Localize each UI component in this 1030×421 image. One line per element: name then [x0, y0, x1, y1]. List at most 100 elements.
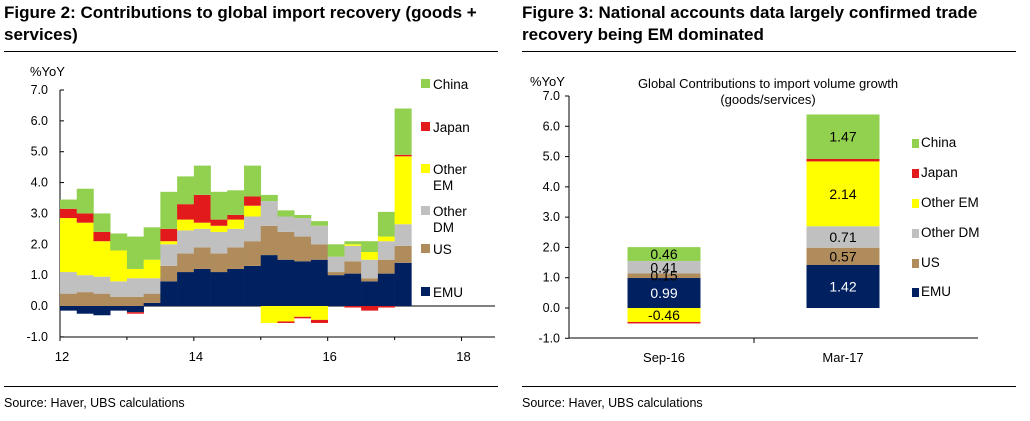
- figure-3-bar-china-1: [806, 114, 880, 159]
- figure-2-bar-japan-15: [310, 319, 328, 323]
- figure-2-bar-emu-5: [143, 302, 161, 306]
- figure-2-bar-us-14: [294, 236, 312, 262]
- figure-2-panel: Figure 2: Contributions to global import…: [0, 0, 505, 421]
- figure-3-legend-swatch-china: [912, 139, 919, 148]
- figure-2-legend-swatch-us: [421, 244, 430, 253]
- figure-3-y-tick-label: 2.0: [543, 240, 560, 254]
- figure-2-bar-emu-15: [310, 259, 328, 306]
- figure-2-y-tick-label: -1.0: [26, 330, 48, 344]
- figure-3-y-tick-label: 0.0: [543, 301, 560, 315]
- figure-3-top-rule: [522, 51, 1016, 52]
- figure-2-bar-japan-18: [361, 306, 379, 311]
- figure-2-bar-china-16: [327, 244, 345, 257]
- figure-2-bar-other-dm-8: [193, 228, 211, 248]
- figure-2-bar-other-em-19: [377, 236, 395, 242]
- figure-2-bar-china-9: [210, 191, 228, 220]
- figure-3-data-label-emu: 0.99: [650, 285, 677, 301]
- figure-2-bar-other-em-17: [344, 244, 362, 246]
- figure-2-x-tick-label: 12: [55, 349, 69, 364]
- figure-2-y-tick-label: 5.0: [31, 145, 48, 159]
- figure-2-top-rule: [4, 51, 498, 52]
- figure-2-bar-other-dm-19: [377, 241, 395, 260]
- figure-2-x-tick-label: 18: [456, 349, 470, 364]
- figure-2-bar-other-em-1: [76, 222, 94, 276]
- figure-2-bar-other-dm-14: [294, 218, 312, 237]
- figure-2-y-tick-label: 7.0: [31, 83, 48, 97]
- figure-2-y-tick-label: 1.0: [31, 268, 48, 282]
- figure-2-bar-other-dm-10: [227, 228, 245, 248]
- figure-2-bar-emu-3: [110, 306, 128, 311]
- figure-3-bar-emu-1: [806, 264, 880, 308]
- figure-2-bar-other-em-14: [294, 306, 312, 317]
- figure-2-legend-label-other-em: EM: [433, 178, 453, 193]
- figure-2-bar-other-dm-18: [361, 259, 379, 279]
- figure-2-bar-china-10: [227, 190, 245, 215]
- figure-2-bar-japan-10: [227, 214, 245, 220]
- figure-3-legend-swatch-emu: [912, 288, 919, 297]
- figure-2-legend-label-emu: EMU: [433, 285, 463, 300]
- figure-2-bar-japan-7: [177, 204, 195, 220]
- figure-2-bar-japan-19: [377, 306, 395, 308]
- figure-2-bar-us-2: [93, 293, 111, 306]
- figure-2-bar-emu-7: [177, 272, 195, 306]
- figure-2-bar-us-7: [177, 253, 195, 273]
- figure-2-bar-japan-6: [160, 228, 178, 242]
- figure-2-source: Source: Haver, UBS calculations: [4, 396, 185, 410]
- figure-2-bar-emu-6: [160, 281, 178, 306]
- figure-3-data-label-us: 0.57: [829, 248, 856, 264]
- figure-2-bar-china-4: [126, 236, 144, 269]
- figure-2-bar-china-2: [93, 213, 111, 232]
- figure-3-bar-other-em-1: [806, 161, 880, 227]
- figure-2-bar-japan-13: [277, 321, 295, 323]
- figure-3-bar-us-0: [627, 273, 701, 279]
- figure-2-bar-japan-11: [244, 196, 262, 206]
- figure-2-legend-label-us: US: [433, 242, 452, 257]
- figure-2-bar-us-20: [394, 245, 412, 263]
- figure-3-legend-swatch-japan: [912, 169, 919, 178]
- figure-2-legend-label-other-em: Other: [433, 162, 467, 177]
- figure-2-bar-other-em-15: [310, 306, 328, 320]
- figure-2-y-tick-label: 0.0: [31, 299, 48, 313]
- figure-2-bar-china-3: [110, 233, 128, 251]
- figure-3-unit-label: %YoY: [530, 74, 565, 89]
- figure-3-data-label-other-em: 2.14: [829, 186, 856, 202]
- figure-3-legend-label-other-dm: Other DM: [921, 225, 980, 240]
- figure-3-legend-swatch-other-dm: [912, 229, 919, 238]
- figure-2-bar-japan-9: [210, 219, 228, 226]
- figure-2-bar-emu-17: [344, 273, 362, 306]
- figure-3-data-label-china: 0.46: [650, 246, 677, 262]
- figure-2-bar-other-dm-5: [143, 278, 161, 294]
- figure-2-bar-china-7: [177, 176, 195, 205]
- figure-2-bar-us-10: [227, 247, 245, 269]
- figure-3-legend-label-china: China: [921, 135, 957, 150]
- figure-2-bar-us-3: [110, 296, 128, 306]
- figure-2-bar-japan-2: [93, 231, 111, 242]
- figure-3-chart-title: Global Contributions to import volume gr…: [638, 76, 898, 91]
- figure-2-legend-swatch-other-dm: [421, 206, 430, 215]
- figure-3-title: Figure 3: National accounts data largely…: [522, 3, 978, 44]
- figure-2-bar-china-11: [244, 165, 262, 197]
- figure-2-bar-us-9: [210, 253, 228, 273]
- figure-2-bar-japan-0: [60, 208, 78, 219]
- figure-2-y-tick-label: 4.0: [31, 176, 48, 190]
- figure-2-bar-us-8: [193, 247, 211, 269]
- figure-2-legend-swatch-china: [421, 79, 430, 88]
- figure-3-y-tick-label: 6.0: [543, 119, 560, 133]
- figure-2-bar-emu-20: [394, 262, 412, 306]
- figure-2-bar-japan-8: [193, 194, 211, 223]
- figure-2-chart: %YoY 7.0 6.0 5.0 4.0 3.0 2.0 1.0 0.0 -1.0 12 14 16 18…: [26, 64, 495, 364]
- figure-2-bar-other-dm-16: [327, 256, 345, 273]
- figure-2-bar-japan-14: [294, 316, 312, 319]
- figure-2-bar-other-dm-20: [394, 224, 412, 246]
- figure-2-bar-china-1: [76, 188, 94, 214]
- figure-2-bar-china-20: [394, 108, 412, 155]
- figure-2-bar-us-18: [361, 278, 379, 282]
- figure-2-bar-china-12: [260, 194, 278, 202]
- figure-2-bar-china-5: [143, 227, 161, 260]
- figure-2-legend-swatch-other-em: [421, 164, 430, 173]
- figure-2-bar-emu-1: [76, 306, 94, 314]
- figure-2-x-tick-label: 14: [189, 349, 203, 364]
- figure-2-bar-china-15: [310, 221, 328, 226]
- figure-2-title: Figure 2: Contributions to global import…: [4, 3, 477, 44]
- figure-2-bar-other-dm-3: [110, 281, 128, 297]
